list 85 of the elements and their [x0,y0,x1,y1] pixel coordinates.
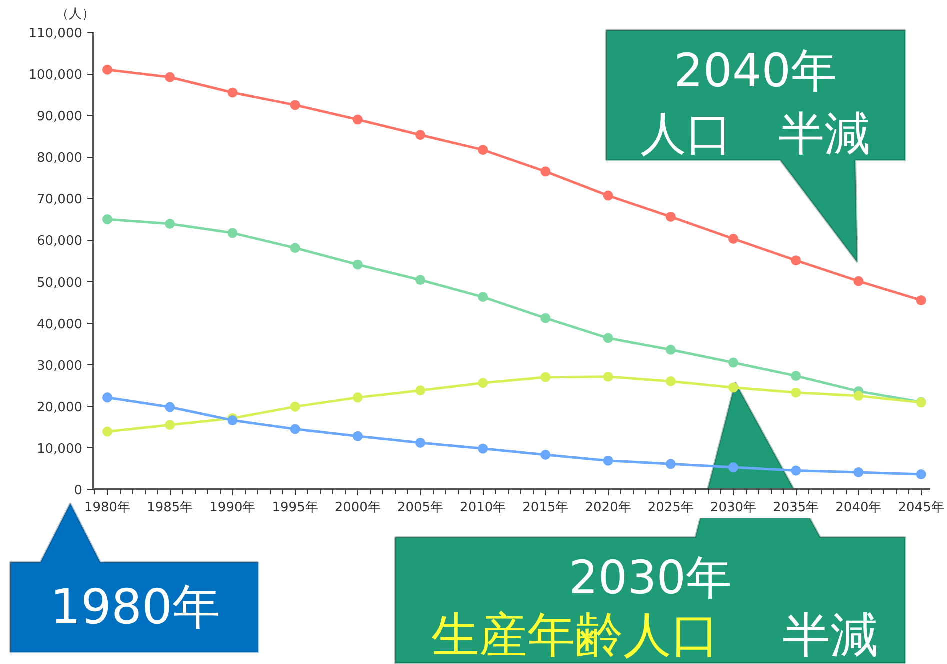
x-tick-label: 1980年 [84,500,131,516]
y-tick-label: 10,000 [37,442,83,457]
point [728,358,738,368]
point [540,450,551,460]
x-tick-label: 1985年 [147,500,194,516]
point [165,219,176,230]
point [666,376,676,386]
point [478,444,488,454]
point [352,260,363,270]
point [228,228,238,238]
point [603,372,614,382]
point [791,256,802,266]
y-tick-label: 70,000 [37,192,83,208]
point [478,145,488,156]
point [352,431,363,442]
x-tick-label: 1990年 [210,500,256,516]
point [728,234,738,244]
x-tick-label: 2025年 [648,500,694,516]
y-tick-label: 50,000 [37,276,83,291]
point [416,130,426,140]
point [228,416,238,426]
point [352,392,363,403]
annotation: 2040年 [674,44,838,98]
point [290,402,300,412]
x-tick-label: 2015年 [522,500,569,516]
point [102,426,112,437]
x-tick-label: 2005年 [397,500,444,516]
point [854,276,864,286]
text: 2030年 [568,550,732,604]
point [916,295,926,306]
x-tick-label: 2035年 [773,500,820,516]
point [102,64,112,75]
point [290,100,300,110]
point [290,424,300,434]
point [228,88,238,98]
point [854,467,864,478]
text: 1980年 [50,580,221,636]
point [416,275,426,286]
y-tick-label: 40,000 [37,317,83,332]
point [666,212,676,222]
y-tick-label: 30,000 [37,358,83,374]
point [165,420,176,430]
y-tick-label: 90,000 [37,110,83,125]
point [416,438,426,448]
point [478,378,488,388]
y-axis-title: （人） [56,7,95,22]
point [728,462,738,472]
y-tick-label: 0 [74,484,83,498]
point [603,190,614,201]
point [603,456,614,466]
x-tick-label: 2000年 [334,500,381,516]
x-tick-label: 2045年 [898,500,944,516]
y-tick-label: 60,000 [37,234,83,250]
y-tick-label: 100,000 [28,68,83,84]
point [916,470,926,480]
point [603,333,614,344]
point [791,371,802,382]
point [728,382,738,393]
x-tick-label: 2030年 [710,500,757,516]
point [540,372,551,382]
point [165,72,176,82]
y-tick-label: 20,000 [37,400,83,416]
y-tick-label: 80,000 [37,151,83,166]
point [666,459,676,470]
x-tick-label: 1995年 [272,500,318,516]
y-tick-label: 110,000 [28,26,83,42]
point [791,388,802,398]
point [540,313,551,324]
point [540,166,551,177]
x-tick-label: 2040年 [836,500,882,516]
point [290,243,300,254]
point [416,386,426,396]
point [666,344,676,355]
text: 半減 [782,608,878,664]
point [854,391,864,402]
text: 生産年齢人口 [432,608,720,664]
point [478,292,488,302]
x-tick-label: 2010年 [460,500,506,516]
x-tick-label: 2020年 [585,500,632,516]
point [102,392,112,403]
point [102,214,112,224]
point [352,114,363,125]
point [165,402,176,412]
point [791,466,802,476]
annotation: 人口 半減 [640,106,870,160]
